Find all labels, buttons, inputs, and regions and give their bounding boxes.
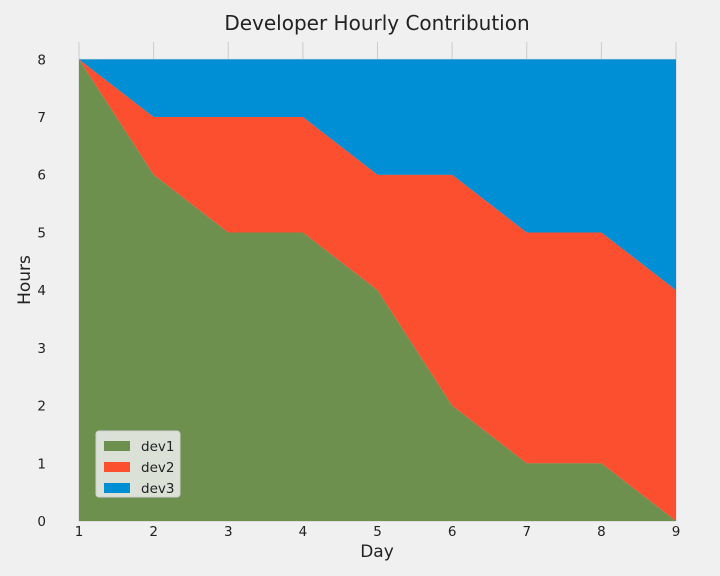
y-axis-ticks: 0 1 2 3 4 5 6 7 8 xyxy=(37,52,46,530)
y-tick-label: 2 xyxy=(37,399,46,415)
y-tick-label: 7 xyxy=(37,110,46,126)
y-axis-label: Hours xyxy=(15,255,35,305)
y-tick-label: 6 xyxy=(37,168,46,184)
stacked-areas xyxy=(79,59,676,521)
y-tick-label: 8 xyxy=(37,52,46,68)
x-tick-label: 8 xyxy=(597,524,606,540)
y-tick-label: 3 xyxy=(37,341,46,357)
x-tick-label: 9 xyxy=(672,524,681,540)
legend-swatch-dev3 xyxy=(104,483,130,493)
x-tick-label: 5 xyxy=(373,524,382,540)
legend: dev1 dev2 dev3 xyxy=(95,430,181,498)
area-dev2 xyxy=(79,59,676,521)
legend-swatch-dev1 xyxy=(104,441,130,451)
x-tick-label: 7 xyxy=(522,524,531,540)
legend-swatch-dev2 xyxy=(104,462,130,472)
y-tick-label: 5 xyxy=(37,225,46,241)
y-tick-label: 4 xyxy=(37,283,46,299)
chart-title: Developer Hourly Contribution xyxy=(224,11,529,35)
x-tick-label: 4 xyxy=(299,524,308,540)
x-tick-label: 2 xyxy=(149,524,158,540)
area-dev3 xyxy=(79,59,676,291)
legend-label-dev1: dev1 xyxy=(141,439,174,455)
legend-label-dev2: dev2 xyxy=(141,460,174,476)
x-tick-label: 3 xyxy=(224,524,233,540)
x-tick-label: 1 xyxy=(75,524,84,540)
x-tick-label: 6 xyxy=(448,524,457,540)
y-tick-label: 1 xyxy=(37,456,46,472)
legend-label-dev3: dev3 xyxy=(141,481,174,497)
x-axis-label: Day xyxy=(360,542,394,562)
x-axis-ticks: 1 2 3 4 5 6 7 8 9 xyxy=(75,524,681,540)
y-tick-label: 0 xyxy=(37,514,46,530)
